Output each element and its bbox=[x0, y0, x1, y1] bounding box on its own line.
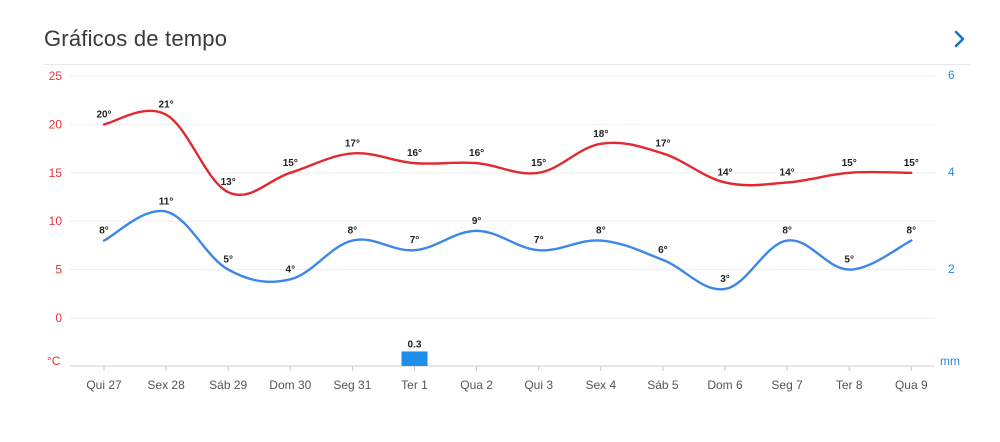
y-axis-left-unit: °C bbox=[47, 354, 61, 368]
y-axis-left-tick: 5 bbox=[55, 263, 62, 277]
min-temp-label: 5° bbox=[844, 255, 854, 266]
x-axis-label: Sáb 29 bbox=[209, 378, 247, 392]
max-temp-label: 21° bbox=[159, 100, 174, 111]
chart-header: Gráficos de tempo bbox=[44, 26, 970, 56]
max-temp-label: 20° bbox=[96, 109, 111, 120]
x-axis-label: Seg 31 bbox=[333, 378, 371, 392]
max-temp-label: 15° bbox=[283, 158, 298, 169]
max-temp-label: 16° bbox=[407, 148, 422, 159]
max-temp-label: 17° bbox=[655, 138, 670, 149]
min-temp-label: 8° bbox=[907, 226, 917, 237]
y-axis-right-tick: 4 bbox=[948, 165, 955, 179]
header-divider bbox=[44, 64, 970, 65]
min-temp-label: 7° bbox=[410, 235, 420, 246]
y-axis-right-unit: mm bbox=[940, 354, 960, 368]
min-temp-label: 8° bbox=[348, 226, 358, 237]
min-temp-label: 3° bbox=[720, 274, 730, 285]
x-axis-label: Dom 30 bbox=[269, 378, 311, 392]
min-temp-label: 6° bbox=[658, 245, 668, 256]
max-temp-label: 18° bbox=[593, 129, 608, 140]
x-axis-label: Ter 8 bbox=[836, 378, 863, 392]
max-temp-label: 16° bbox=[469, 148, 484, 159]
x-axis-label: Qui 27 bbox=[86, 378, 122, 392]
y-axis-left-tick: 20 bbox=[49, 117, 63, 131]
x-axis-label: Sex 4 bbox=[585, 378, 616, 392]
min-temp-label: 8° bbox=[782, 226, 792, 237]
y-axis-right-tick: 2 bbox=[948, 262, 955, 276]
chevron-right-icon[interactable] bbox=[948, 28, 970, 50]
max-temp-line bbox=[102, 109, 913, 196]
max-temp-label: 15° bbox=[531, 158, 546, 169]
min-temp-label: 4° bbox=[286, 264, 296, 275]
min-temp-line bbox=[102, 209, 913, 291]
min-temp-label: 8° bbox=[596, 226, 606, 237]
y-axis-left-tick: 15 bbox=[49, 166, 63, 180]
x-axis-label: Ter 1 bbox=[401, 378, 428, 392]
min-temp-label: 9° bbox=[472, 216, 482, 227]
min-temp-label: 8° bbox=[99, 226, 109, 237]
y-axis-left-tick: 10 bbox=[49, 214, 63, 228]
y-axis-left-tick: 25 bbox=[49, 69, 63, 83]
x-axis-label: Sáb 5 bbox=[647, 378, 679, 392]
y-axis-right-tick: 6 bbox=[948, 68, 955, 82]
precipitation-label: 0.3 bbox=[408, 339, 422, 350]
x-axis-label: Seg 7 bbox=[771, 378, 803, 392]
x-axis-label: Qui 3 bbox=[524, 378, 553, 392]
x-axis-label: Qua 2 bbox=[460, 378, 493, 392]
precipitation-bar bbox=[401, 351, 428, 366]
page-title: Gráficos de tempo bbox=[44, 26, 228, 51]
max-temp-label: 13° bbox=[221, 177, 236, 188]
max-temp-label: 14° bbox=[717, 167, 732, 178]
max-temp-label: 15° bbox=[842, 158, 857, 169]
max-temp-label: 17° bbox=[345, 138, 360, 149]
x-axis-label: Dom 6 bbox=[707, 378, 743, 392]
min-temp-label: 5° bbox=[223, 255, 233, 266]
min-temp-label: 11° bbox=[159, 197, 174, 208]
x-axis-label: Qua 9 bbox=[895, 378, 928, 392]
max-temp-label: 14° bbox=[780, 167, 795, 178]
min-temp-label: 7° bbox=[534, 235, 544, 246]
y-axis-left-tick: 0 bbox=[55, 311, 62, 325]
x-axis-label: Sex 28 bbox=[147, 378, 185, 392]
max-temp-label: 15° bbox=[904, 158, 919, 169]
